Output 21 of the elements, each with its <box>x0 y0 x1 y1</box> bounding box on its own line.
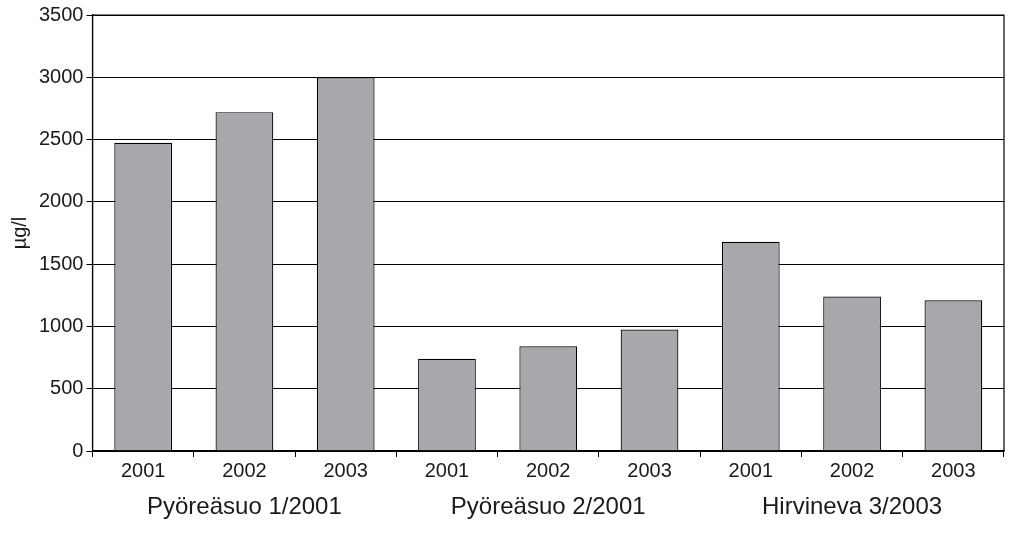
text: Pyöreäsuo 2/2001 <box>450 491 646 519</box>
y-tick-label: 0 <box>72 438 84 461</box>
x-tick-label: 2003 <box>931 458 976 481</box>
y-tick-label: 2000 <box>38 189 84 212</box>
y-tick-label: 1000 <box>38 313 84 336</box>
y-tick-label: 500 <box>50 376 84 399</box>
x-tick-label: 2002 <box>222 458 267 481</box>
x-tick-label: 2001 <box>424 458 470 481</box>
text: Pyöreäsuo 1/2001 <box>147 491 342 519</box>
text: Hirvineva 3/2003 <box>762 491 943 519</box>
x-tick-label: 2001 <box>120 458 166 481</box>
x-tick-label: 2002 <box>526 458 571 481</box>
y-tick-label: 1500 <box>38 251 84 274</box>
x-tick-label: 2001 <box>728 458 774 481</box>
x-tick-label: 2002 <box>829 458 875 481</box>
x-tick-label: 2003 <box>323 458 368 481</box>
y-tick-label: 3500 <box>38 2 84 25</box>
y-axis-title: µg/l <box>7 216 30 250</box>
y-tick-label: 3000 <box>38 64 84 87</box>
x-tick-label: 2003 <box>627 458 672 481</box>
y-tick-label: 2500 <box>38 127 84 150</box>
